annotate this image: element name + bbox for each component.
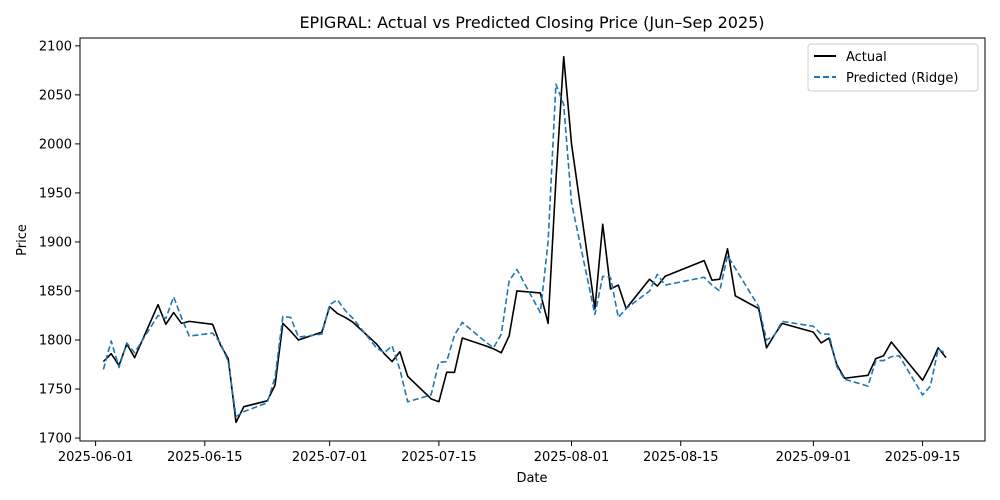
plot-area	[102, 55, 947, 424]
x-axis-title: Date	[516, 471, 547, 486]
y-tick-label: 1800	[39, 334, 72, 349]
x-tick-label: 2025-09-15	[885, 450, 961, 465]
x-axis: 2025-06-01 2025-06-15 2025-07-01 2025-07-15…	[58, 441, 961, 465]
legend-label-predicted: Predicted (Ridge)	[846, 71, 958, 86]
plot-frame	[79, 37, 986, 442]
x-tick-label: 2025-07-01	[292, 450, 368, 465]
y-tick-label: 1950	[39, 186, 72, 201]
legend-box	[807, 43, 979, 92]
series-line-predicted	[102, 83, 947, 418]
x-tick-label: 2025-08-15	[643, 450, 719, 465]
y-axis: 1700 1750 1800 1850 1900 1950 2000 2050 2100	[39, 39, 80, 447]
y-tick-label: 1850	[39, 284, 72, 299]
y-tick-label: 1700	[39, 432, 72, 447]
x-tick-label: 2025-06-15	[167, 450, 243, 465]
x-tick-label: 2025-08-01	[534, 450, 610, 465]
x-tick-label: 2025-09-01	[776, 450, 852, 465]
x-tick-label: 2025-06-01	[58, 450, 134, 465]
y-tick-label: 2000	[39, 137, 72, 152]
legend: Actual Predicted (Ridge)	[807, 43, 979, 92]
y-tick-label: 1750	[39, 383, 72, 398]
legend-label-actual: Actual	[846, 50, 887, 65]
chart-title: EPIGRAL: Actual vs Predicted Closing Pri…	[299, 13, 764, 32]
y-axis-title: Price	[15, 224, 30, 256]
y-tick-label: 2100	[39, 39, 72, 54]
y-tick-label: 1900	[39, 235, 72, 250]
x-tick-label: 2025-07-15	[401, 450, 477, 465]
y-tick-label: 2050	[39, 88, 72, 103]
